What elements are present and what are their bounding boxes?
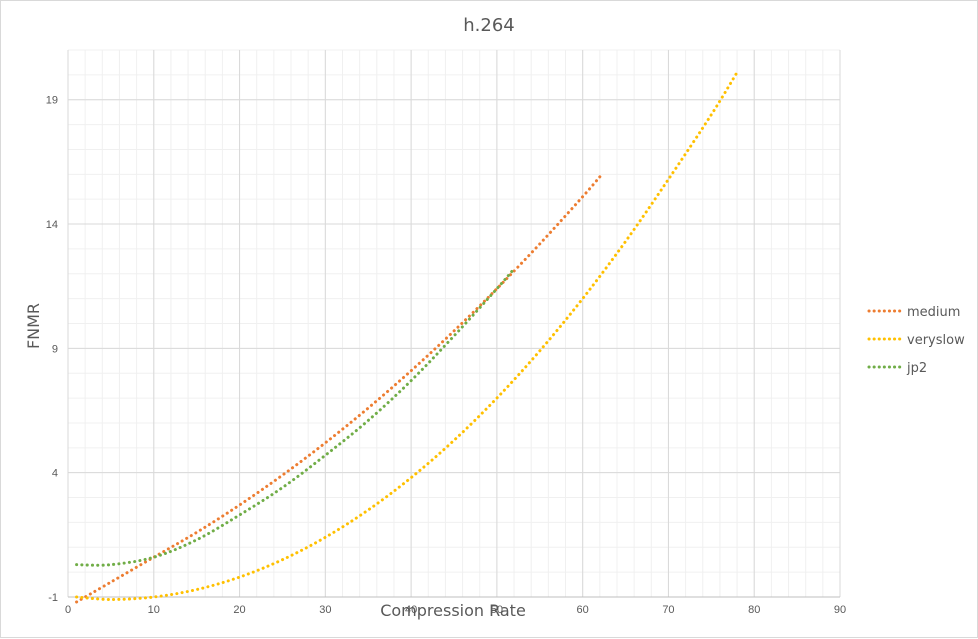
legend-label-medium: medium [907, 305, 960, 320]
x-tick-label: 10 [148, 604, 160, 616]
series-line-veryslow [75, 70, 739, 601]
y-tick-label: 4 [52, 468, 58, 480]
x-tick-label: 30 [319, 604, 331, 616]
y-axis-title: FNMR [24, 303, 43, 349]
y-tick-label: 14 [46, 219, 58, 231]
x-tick-label: 70 [662, 604, 674, 616]
series-line-medium [75, 175, 602, 604]
legend: medium veryslow jp2 [867, 305, 965, 376]
x-tick-label: 20 [233, 604, 245, 616]
y-tick-labels: -1 4 9 14 19 [46, 95, 58, 604]
legend-label-jp2: jp2 [906, 361, 927, 376]
x-axis-title: Compression Rate [380, 601, 526, 620]
series-layer [75, 70, 739, 604]
x-tick-label: 0 [65, 604, 71, 616]
legend-label-veryslow: veryslow [907, 333, 965, 348]
x-tick-label: 60 [577, 604, 589, 616]
x-tick-label: 90 [834, 604, 846, 616]
x-tick-label: 40 [405, 604, 417, 616]
minor-gridlines [67, 49, 841, 598]
x-tick-label: 50 [491, 604, 503, 616]
x-tick-labels: 0 10 20 30 40 50 60 70 80 90 [65, 604, 846, 616]
y-tick-label: -1 [48, 592, 58, 604]
y-tick-label: 9 [52, 343, 58, 355]
y-tick-label: 19 [46, 95, 58, 107]
series-line-jp2 [75, 267, 516, 567]
chart-title: h.264 [463, 15, 515, 36]
x-tick-label: 80 [748, 604, 760, 616]
